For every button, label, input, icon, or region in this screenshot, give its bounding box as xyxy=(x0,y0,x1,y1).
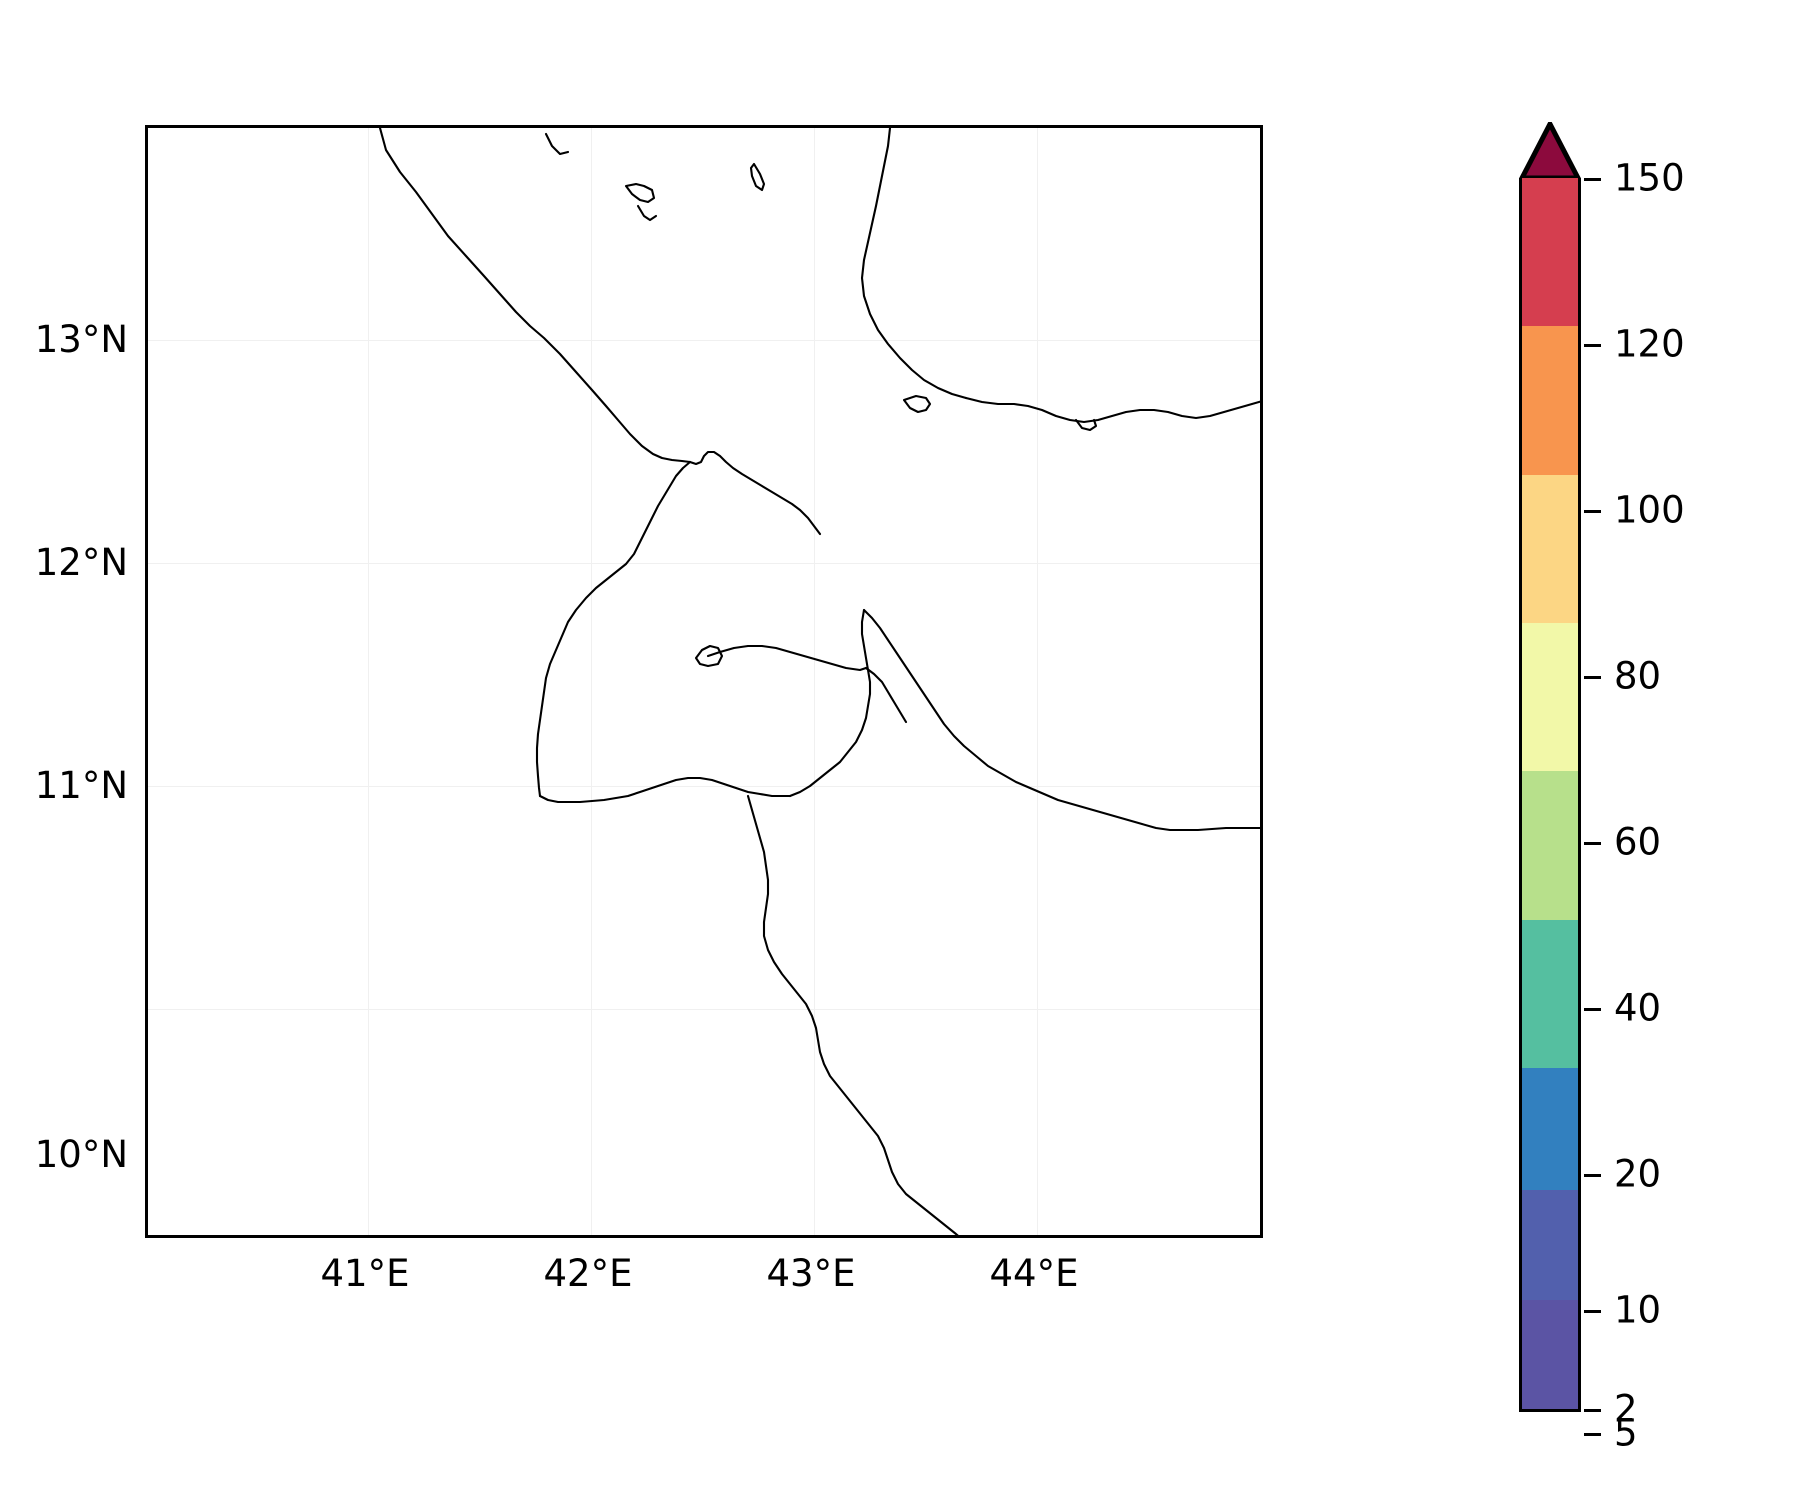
colorbar-band-120-150 xyxy=(1522,178,1578,327)
colorbar-ticklabel-120: 120 xyxy=(1614,322,1685,366)
coastline-gulf-tadjoura-south xyxy=(864,666,908,724)
coastline-gulf-tadjoura-north xyxy=(706,644,868,672)
colorbar-tick-80 xyxy=(1584,676,1601,679)
colorbar-ticklabel-10: 10 xyxy=(1614,1288,1662,1332)
gridline-lat-11 xyxy=(148,786,1260,787)
map-inner xyxy=(148,128,1260,1235)
ytick-label-11N: 11°N xyxy=(34,764,128,807)
gridline-lat-12 xyxy=(148,563,1260,564)
colorbar-ticklabel-40: 40 xyxy=(1614,986,1662,1030)
colorbar-ticklabel-5: 5 xyxy=(1614,1411,1638,1455)
colorbar-extend-arrow-icon xyxy=(1519,122,1581,181)
gridline-lon-44 xyxy=(1037,128,1038,1235)
colorbar[interactable]: 150 120 100 80 60 40 20 10 5 2 xyxy=(1519,122,1685,1455)
xtick-label-43E: 43°E xyxy=(766,1252,856,1295)
colorbar-band-60-80 xyxy=(1522,623,1578,772)
coastline-gulf-tadjoura-inlet xyxy=(694,644,724,668)
colorbar-ticklabel-150: 150 xyxy=(1614,156,1685,200)
ytick-label-13N: 13°N xyxy=(34,318,128,361)
border-djibouti-gulf-coast xyxy=(788,608,872,798)
colorbar-band-2-5 xyxy=(1522,1299,1578,1409)
colorbar-tick-2-mark xyxy=(1584,1409,1601,1412)
coastline-eritrea-west xyxy=(378,128,692,464)
coastline-yemen-west xyxy=(860,128,968,400)
colorbar-band-20-40 xyxy=(1522,919,1578,1069)
xtick-label-41E: 41°E xyxy=(320,1252,410,1295)
colorbar-band-80-100 xyxy=(1522,474,1578,624)
border-ethiopia-south xyxy=(746,794,959,1235)
colorbar-ticklabel-80: 80 xyxy=(1614,654,1662,698)
gridline-lon-43 xyxy=(814,128,815,1235)
colorbar-band-40-60 xyxy=(1522,771,1578,920)
gridline-lat-10 xyxy=(148,1009,1260,1010)
colorbar-tick-100 xyxy=(1584,510,1601,513)
colorbar-tick-10 xyxy=(1584,1310,1601,1313)
gridline-lon-41 xyxy=(368,128,369,1235)
colorbar-band-10-20 xyxy=(1522,1068,1578,1190)
coastline-inlet-b xyxy=(636,204,658,222)
colorbar-band-5-10 xyxy=(1522,1189,1578,1300)
colorbar-tick-150 xyxy=(1584,178,1601,181)
border-ethiopia-eritrea xyxy=(535,460,692,798)
ytick-label-10N: 10°N xyxy=(34,1133,128,1176)
coastline-inlet-a xyxy=(624,182,656,204)
xtick-label-44E: 44°E xyxy=(989,1252,1079,1295)
coastline-yemen-south xyxy=(964,396,1260,424)
colorbar-gradient-stack xyxy=(1522,178,1578,1409)
colorbar-tick-5 xyxy=(1584,1433,1601,1436)
colorbar-tick-120 xyxy=(1584,344,1601,347)
colorbar-band-100-120 xyxy=(1522,326,1578,475)
colorbar-ticklabel-100: 100 xyxy=(1614,488,1685,532)
island-red-sea xyxy=(749,162,766,192)
border-ethiopia-djibouti-west xyxy=(538,776,792,804)
gridline-lat-13 xyxy=(148,340,1260,341)
gridline-lon-42 xyxy=(591,128,592,1235)
map-plot-area[interactable] xyxy=(145,125,1263,1238)
xtick-label-42E: 42°E xyxy=(543,1252,633,1295)
colorbar-ticklabel-60: 60 xyxy=(1614,820,1662,864)
ytick-label-12N: 12°N xyxy=(34,541,128,584)
colorbar-ticklabel-2: 2 xyxy=(1614,1387,1638,1431)
colorbar-tick-60 xyxy=(1584,842,1601,845)
colorbar-tick-40 xyxy=(1584,1008,1601,1011)
colorbar-tick-20 xyxy=(1584,1174,1601,1177)
coastline-eritrea-south xyxy=(688,450,822,536)
coastline-yemen-bay xyxy=(902,394,932,414)
coastline-yemen-bay2 xyxy=(1074,418,1098,432)
coastline-notch xyxy=(544,132,570,156)
border-ethiopia-somaliland xyxy=(862,608,1260,832)
coastline-overlay xyxy=(378,128,1260,1235)
colorbar-ticklabel-20: 20 xyxy=(1614,1152,1662,1196)
